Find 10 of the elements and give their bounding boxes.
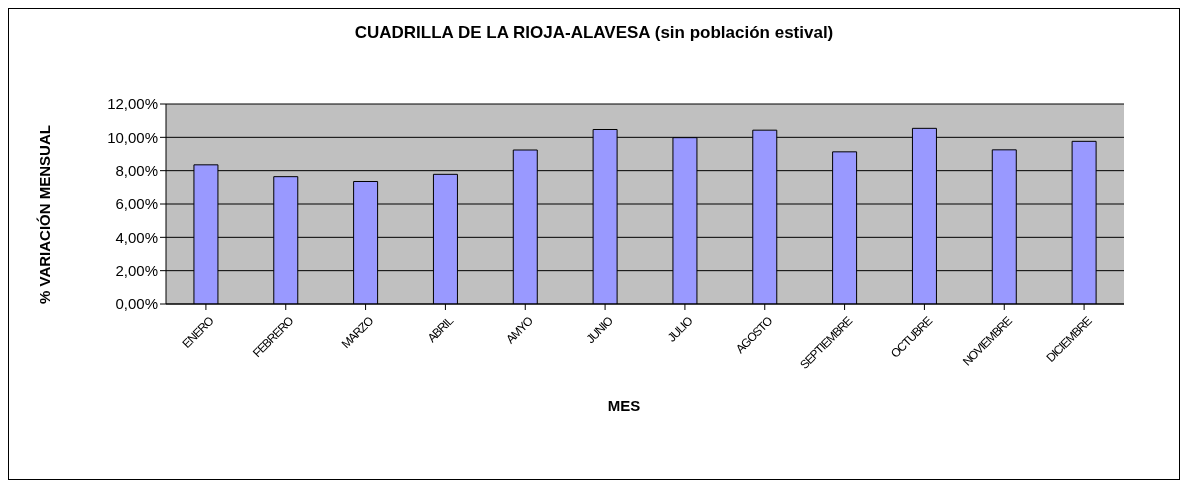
y-tick-label: 10,00% [107, 128, 158, 146]
y-tick-label: 0,00% [115, 295, 158, 313]
y-axis-title: % VARIACIÓN MENSUAL [35, 124, 53, 304]
y-tick-label: 4,00% [115, 228, 158, 246]
x-axis-title: MES [606, 397, 642, 414]
y-tick-label: 8,00% [115, 161, 158, 179]
y-tick-label: 6,00% [115, 195, 158, 213]
y-tick-label: 2,00% [115, 261, 158, 279]
y-tick-label: 12,00% [107, 95, 158, 113]
chart-title: CUADRILLA DE LA RIOJA-ALAVESA (sin población estival) [353, 23, 835, 43]
